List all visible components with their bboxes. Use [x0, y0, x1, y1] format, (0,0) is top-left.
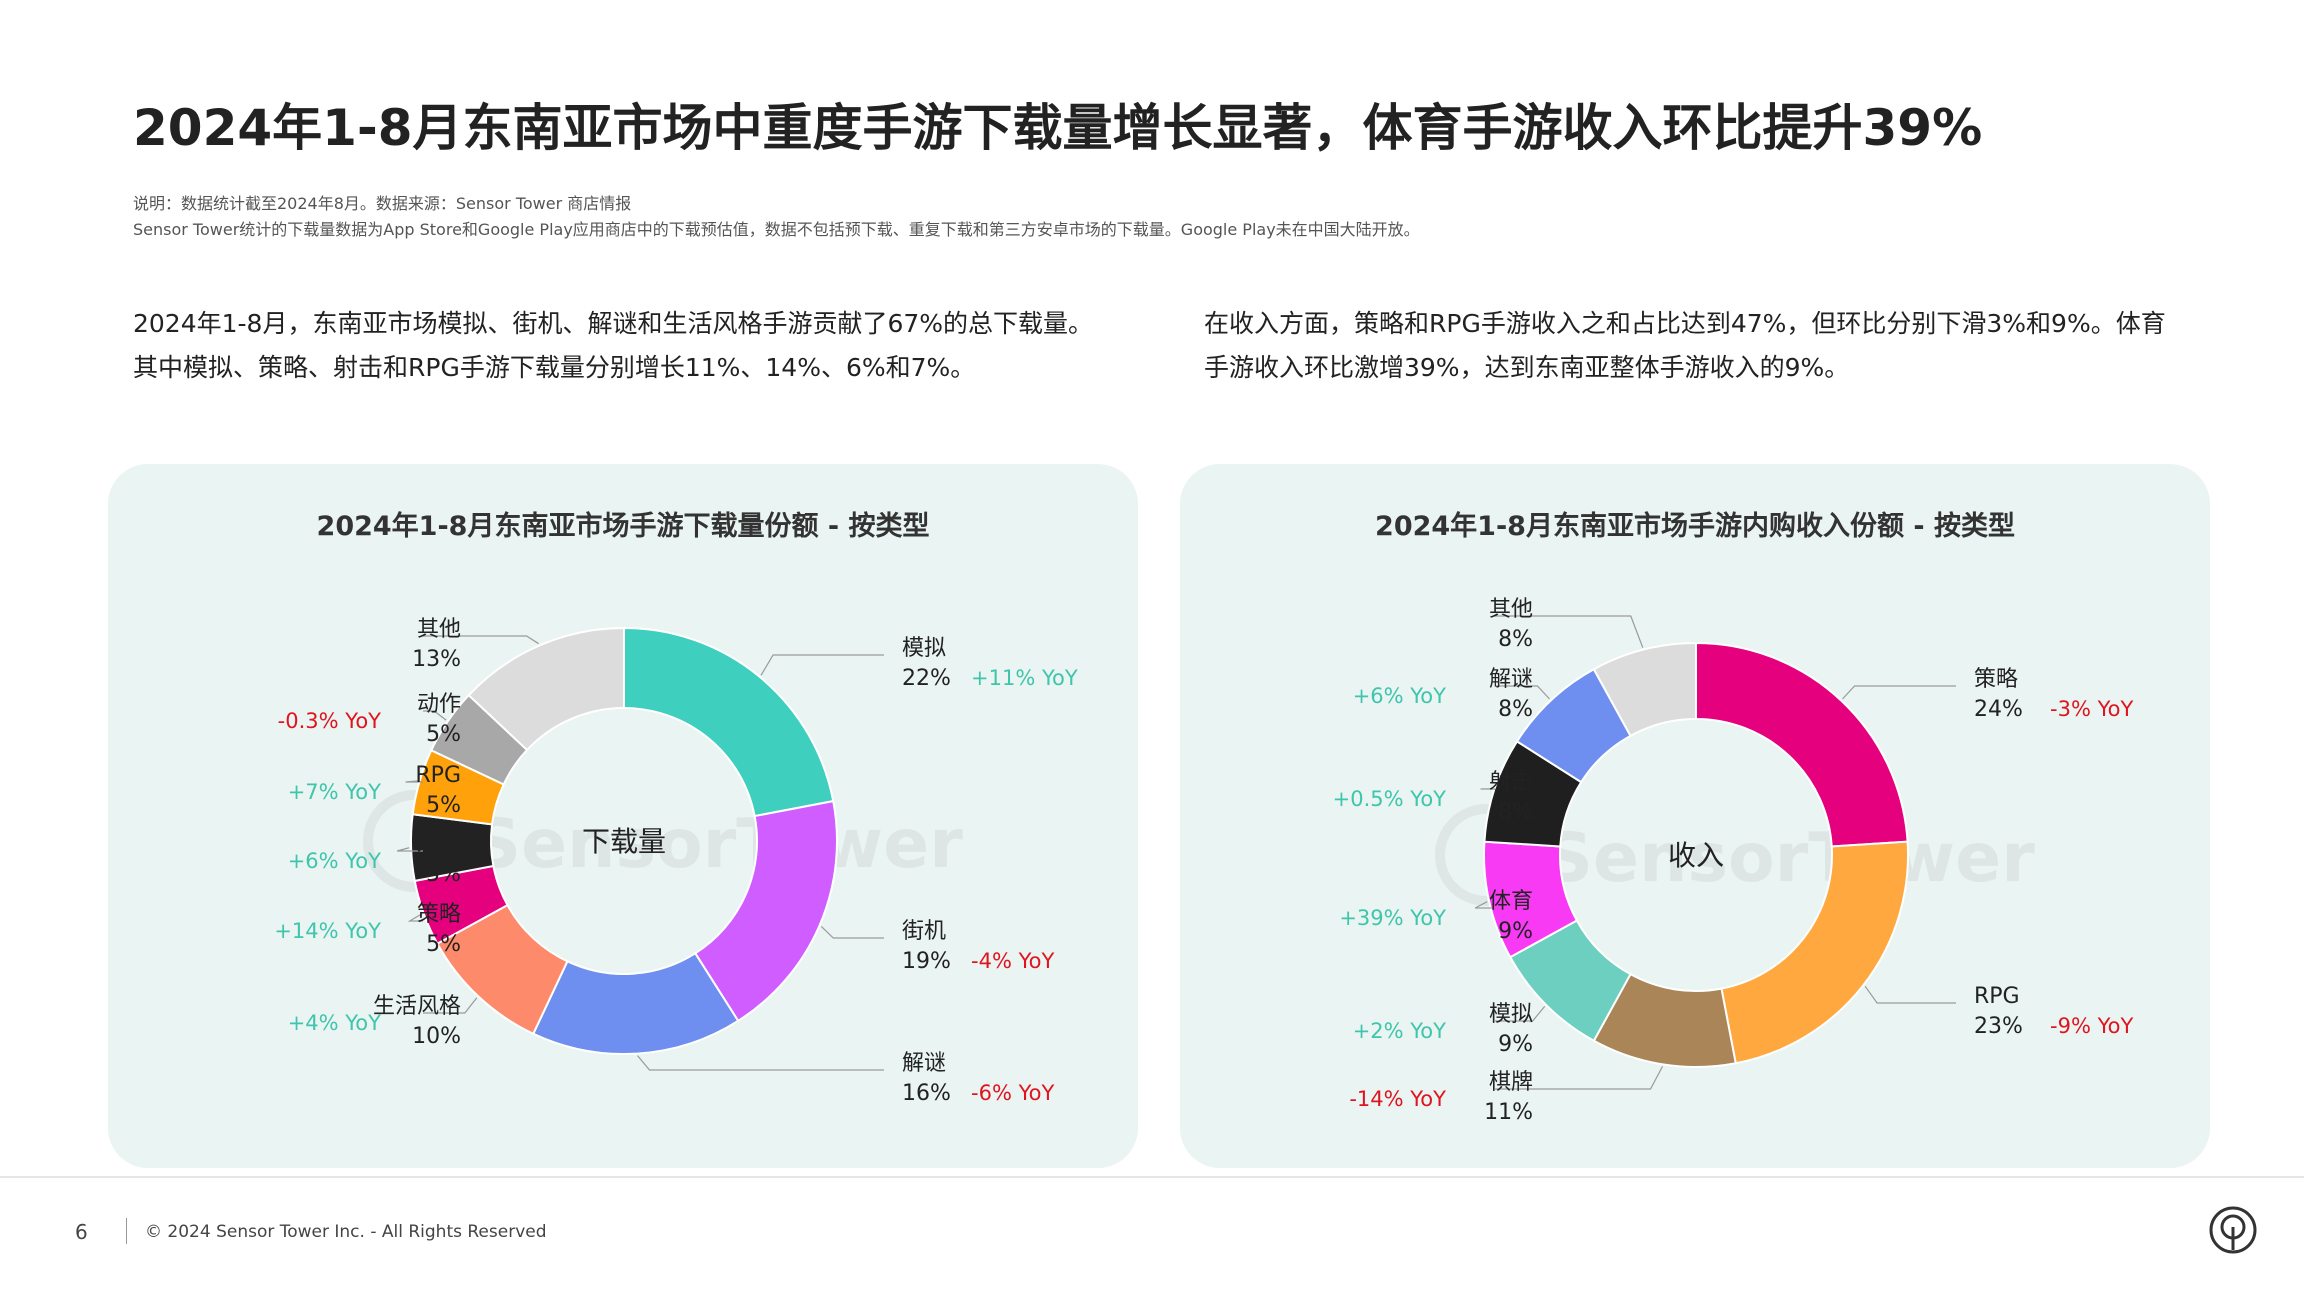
- downloads-chart-title: 2024年1-8月东南亚市场手游下载量份额 - 按类型: [316, 511, 930, 542]
- slice-yoy-0: -3% YoY: [2050, 697, 2133, 721]
- downloads-chart-panel: SensorTower 模拟 22% +11% YoY 街机 19% -4% YoY 解谜 16…: [108, 464, 1138, 1168]
- leader-line-6: [1495, 685, 1550, 700]
- methodology-note: Sensor Tower统计的下载量数据为App Store和Google Pl…: [133, 220, 1420, 239]
- donut-slice-1: [1720, 840, 1909, 1065]
- leader-line-0: [760, 654, 884, 676]
- revenue-summary-line1: 在收入方面，策略和RPG手游收入之和占比达到47%，但环比分别下滑3%和9%。体…: [1204, 309, 2166, 338]
- revenue-chart-panel: SensorTower 策略 24% -3% YoY RPG 23% -9% YoY 棋牌 11…: [1180, 464, 2210, 1168]
- leader-line-3: [423, 997, 478, 1014]
- slice-name-0: 策略: [1974, 667, 2018, 692]
- slice-name-7: 动作: [417, 692, 461, 717]
- slice-yoy-3: +2% YoY: [1353, 1019, 1446, 1043]
- leader-line-7: [423, 710, 447, 721]
- slice-percent-7: 5%: [426, 722, 461, 747]
- leader-line-8: [423, 635, 539, 645]
- donut-slice-8: [467, 626, 625, 752]
- slice-percent-2: 16%: [902, 1081, 951, 1106]
- data-source-note: 说明：数据统计截至2024年8月。数据来源：Sensor Tower 商店情报: [133, 194, 632, 213]
- revenue-summary: 在收入方面，策略和RPG手游收入之和占比达到47%，但环比分别下滑3%和9%。体…: [1204, 302, 2204, 390]
- leader-line-0: [1842, 685, 1956, 700]
- slice-percent-5: 5%: [426, 862, 461, 887]
- slice-percent-0: 22%: [902, 666, 951, 691]
- slice-name-4: 策略: [417, 902, 461, 927]
- leader-line-1: [1864, 985, 1956, 1004]
- downloads-summary-line2: 其中模拟、策略、射击和RPG手游下载量分别增长11%、14%、6%和7%。: [133, 353, 976, 382]
- page-title: 2024年1-8月东南亚市场中重度手游下载量增长显著，体育手游收入环比提升39%: [133, 99, 1983, 157]
- leader-line-3: [1495, 1005, 1546, 1022]
- slice-percent-3: 9%: [1498, 1032, 1533, 1057]
- slice-name-8: 其他: [417, 617, 461, 642]
- leader-line-7: [1495, 615, 1644, 648]
- donut-slice-0: [1695, 641, 1909, 848]
- slice-name-5: 射击: [417, 832, 461, 857]
- slice-yoy-2: -14% YoY: [1349, 1087, 1446, 1111]
- slice-yoy-2: -6% YoY: [971, 1081, 1054, 1105]
- slice-name-5: 射击: [1489, 770, 1533, 795]
- slice-percent-6: 8%: [1498, 697, 1533, 722]
- slice-name-3: 模拟: [1489, 1002, 1533, 1027]
- slice-yoy-7: -0.3% YoY: [278, 709, 381, 733]
- slice-name-6: 解谜: [1489, 667, 1533, 692]
- slice-yoy-1: -4% YoY: [971, 949, 1054, 973]
- svg-text:SensorTower: SensorTower: [472, 805, 963, 884]
- sensor-tower-logo-icon: [2209, 1206, 2257, 1254]
- donut-center-label: 收入: [1668, 839, 1724, 872]
- donut-slice-7: [1592, 641, 1697, 738]
- leader-line-4: [1474, 901, 1495, 909]
- leader-line-1: [820, 925, 884, 939]
- slice-yoy-6: +7% YoY: [288, 780, 381, 804]
- slice-yoy-5: +0.5% YoY: [1333, 787, 1447, 811]
- slice-percent-8: 13%: [412, 647, 461, 672]
- revenue-summary-line2: 手游收入环比激增39%，达到东南亚整体手游收入的9%。: [1204, 353, 1850, 382]
- slice-percent-2: 11%: [1484, 1100, 1533, 1125]
- slice-percent-4: 5%: [426, 932, 461, 957]
- donut-slice-0: [623, 626, 835, 818]
- slice-name-2: 解谜: [902, 1051, 946, 1076]
- downloads-donut-chart: SensorTower 模拟 22% +11% YoY 街机 19% -4% YoY 解谜 16…: [274, 617, 1078, 1106]
- downloads-summary-line1: 2024年1-8月，东南亚市场模拟、街机、解谜和生活风格手游贡献了67%的总下载…: [133, 309, 1094, 338]
- slice-percent-6: 5%: [426, 793, 461, 818]
- revenue-chart-title: 2024年1-8月东南亚市场手游内购收入份额 - 按类型: [1375, 511, 2015, 542]
- copyright: © 2024 Sensor Tower Inc. - All Rights Re…: [145, 1222, 547, 1242]
- slice-yoy-4: +39% YoY: [1339, 906, 1446, 930]
- leader-line-2: [1495, 1066, 1664, 1090]
- slice-yoy-4: +14% YoY: [274, 919, 381, 943]
- svg-text:SensorTower: SensorTower: [1544, 819, 2035, 898]
- slice-name-3: 生活风格: [373, 994, 461, 1019]
- slice-percent-4: 9%: [1498, 919, 1533, 944]
- slice-name-7: 其他: [1489, 597, 1533, 622]
- slice-percent-1: 19%: [902, 949, 951, 974]
- leader-line-2: [637, 1055, 884, 1071]
- slice-yoy-1: -9% YoY: [2050, 1014, 2133, 1038]
- donut-center-label: 下载量: [582, 825, 666, 858]
- slice-name-0: 模拟: [902, 636, 946, 661]
- page-number: 6: [75, 1220, 88, 1244]
- slice-name-4: 体育: [1489, 889, 1533, 914]
- footer-separator: [126, 1218, 127, 1244]
- revenue-donut-chart: SensorTower 策略 24% -3% YoY RPG 23% -9% YoY 棋牌 11…: [1333, 597, 2134, 1125]
- slice-yoy-0: +11% YoY: [971, 666, 1078, 690]
- leader-line-4: [407, 913, 423, 922]
- slice-yoy-5: +6% YoY: [288, 849, 381, 873]
- slice-name-6: RPG: [415, 763, 461, 788]
- leader-line-6: [405, 780, 423, 783]
- slice-name-1: 街机: [902, 919, 946, 944]
- slice-percent-1: 23%: [1974, 1014, 2023, 1039]
- watermark: SensorTower: [363, 790, 963, 892]
- slice-name-2: 棋牌: [1489, 1070, 1533, 1095]
- slice-name-1: RPG: [1974, 984, 2020, 1009]
- slice-percent-3: 10%: [412, 1024, 461, 1049]
- footer-divider: [0, 1176, 2304, 1178]
- slice-yoy-6: +6% YoY: [1353, 684, 1446, 708]
- leader-line-5: [396, 847, 423, 852]
- slice-percent-7: 8%: [1498, 627, 1533, 652]
- slice-percent-5: 8%: [1498, 800, 1533, 825]
- slice-yoy-3: +4% YoY: [288, 1011, 381, 1035]
- downloads-summary: 2024年1-8月，东南亚市场模拟、街机、解谜和生活风格手游贡献了67%的总下载…: [133, 302, 1133, 390]
- slice-percent-0: 24%: [1974, 697, 2023, 722]
